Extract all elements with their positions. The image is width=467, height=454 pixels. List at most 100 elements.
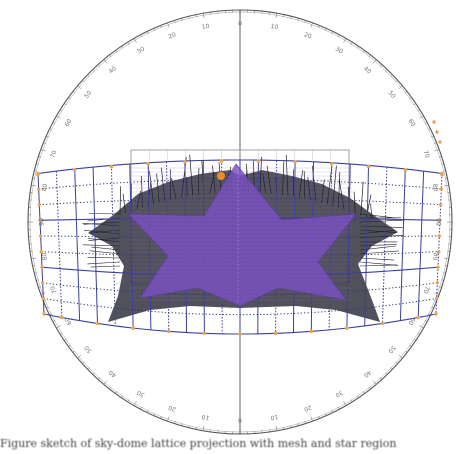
dome-tick — [77, 85, 82, 90]
dome-tick — [310, 416, 313, 422]
dome-tick — [343, 38, 347, 43]
lattice-parallel — [43, 297, 437, 316]
dome-tick — [395, 79, 398, 82]
node-marker — [109, 164, 114, 169]
dome-tick-label: 0 — [238, 21, 242, 28]
dome-tick — [60, 109, 63, 112]
dome-tick — [275, 425, 278, 431]
dome-tick — [181, 18, 183, 21]
dome-tick-label: 30 — [334, 46, 344, 56]
node-marker — [437, 234, 441, 238]
node-marker — [219, 159, 224, 163]
mesh-spike — [332, 165, 337, 206]
dome-tick — [36, 279, 39, 281]
dome-tick — [72, 350, 76, 353]
dome-tick — [434, 142, 437, 144]
node-marker — [439, 187, 443, 191]
mesh-spike — [212, 165, 216, 194]
dome-tick — [343, 401, 347, 406]
dome-tick — [368, 386, 371, 390]
dome-tick — [32, 177, 36, 179]
dome-tick-label: 20 — [168, 31, 178, 40]
dome-tick — [413, 103, 416, 106]
star-region — [127, 163, 357, 307]
dome-tick — [431, 135, 434, 138]
dome-tick — [441, 279, 444, 281]
dome-tick-label: 80 — [431, 252, 439, 261]
dome-tick-label: 90 — [39, 218, 46, 226]
dome-tick — [97, 377, 100, 380]
dome-tick-label: 20 — [303, 31, 313, 40]
node-marker — [434, 312, 438, 316]
dome-tick — [290, 16, 292, 19]
dome-tick — [31, 184, 37, 187]
node-marker — [309, 329, 314, 334]
node-marker — [202, 331, 207, 336]
dome-tick — [40, 149, 46, 152]
dome-tick — [297, 18, 299, 21]
lattice-parallel — [37, 159, 443, 175]
dome-tick — [324, 28, 327, 31]
dome-tick — [72, 91, 76, 94]
dome-tick — [338, 406, 340, 410]
dome-tick — [160, 25, 162, 28]
mesh-spike — [359, 257, 395, 261]
lattice-meridian — [74, 168, 81, 321]
dome-tick — [424, 122, 428, 124]
dome-tick — [441, 163, 444, 165]
dome-tick — [195, 14, 197, 18]
dome-tick — [372, 59, 377, 64]
dome-tick — [146, 31, 149, 34]
dome-tick — [82, 362, 85, 365]
mesh-spike — [259, 156, 262, 193]
dome-tick-label: 70 — [49, 149, 58, 159]
dome-tick-label: 40 — [107, 368, 117, 378]
dome-tick — [318, 416, 320, 419]
node-marker — [146, 162, 150, 166]
dome-tick-label: 50 — [387, 90, 397, 100]
dome-tick — [34, 170, 37, 172]
node-marker — [256, 159, 261, 163]
mesh-spike — [122, 193, 126, 213]
dome-tick — [390, 74, 393, 77]
dome-tick — [115, 391, 118, 394]
dome-tick — [133, 401, 137, 406]
dome-tick-label: 70 — [422, 150, 431, 160]
dome-tick — [443, 257, 449, 260]
node-marker — [60, 315, 64, 320]
dome-tick — [87, 367, 90, 370]
node-marker — [95, 321, 100, 326]
dome-tick — [160, 416, 162, 419]
dome-tick — [109, 386, 112, 390]
mesh-strand — [351, 217, 362, 286]
node-marker — [439, 203, 443, 207]
mesh-spike — [266, 165, 272, 194]
node-marker — [366, 164, 371, 169]
mesh-spike — [87, 238, 121, 243]
node-marker — [38, 218, 42, 222]
dome-tick — [181, 423, 183, 426]
node-marker — [438, 218, 442, 222]
node-marker — [293, 160, 297, 164]
dome-tick-label: 20 — [167, 403, 177, 412]
dome-tick — [283, 426, 285, 430]
node-marker — [416, 315, 421, 320]
dome-tick-label: 30 — [334, 389, 344, 399]
dome-tick — [140, 406, 142, 410]
dome-tick-label: 70 — [421, 285, 430, 295]
dome-tick-label: 40 — [362, 369, 372, 379]
node-marker — [131, 326, 135, 330]
dome-tick — [140, 34, 142, 38]
dome-tick — [68, 97, 71, 100]
dome-tick-label: 10 — [270, 23, 279, 31]
mesh-spike — [149, 170, 154, 204]
dome-tick-label: 80 — [41, 183, 49, 192]
star-polygon — [127, 163, 357, 307]
node-marker — [403, 168, 408, 172]
node-marker — [380, 321, 385, 326]
dome-tick — [146, 410, 149, 413]
mesh-spike — [359, 245, 397, 251]
dome-tick — [92, 372, 95, 375]
node-marker — [40, 265, 44, 269]
